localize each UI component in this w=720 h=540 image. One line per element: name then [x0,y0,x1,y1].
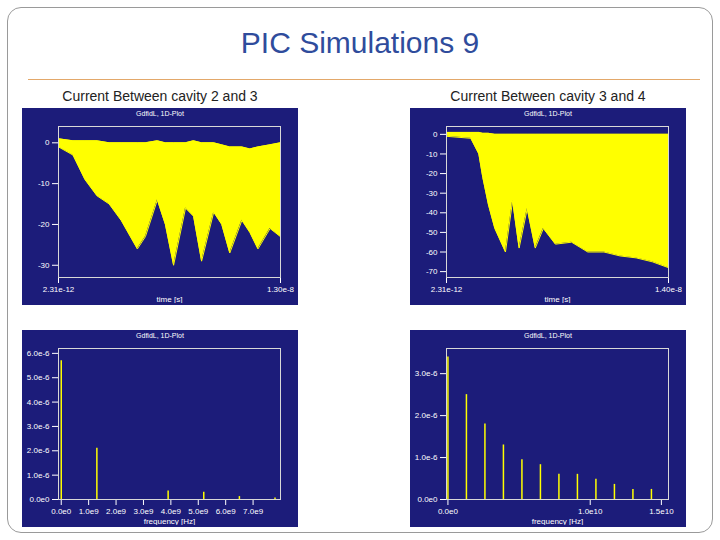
svg-text:1.0e-6: 1.0e-6 [415,453,438,462]
svg-text:0.0e0: 0.0e0 [51,507,72,516]
html-text:Current Between cavity 2 and 3: Current Between cavity 2 and 3 [62,88,258,104]
svg-text:-20: -20 [38,220,50,229]
svg-text:0.0e0: 0.0e0 [29,495,50,504]
svg-text:6.0e-6: 6.0e-6 [27,349,50,358]
svg-text:-20: -20 [426,169,438,178]
svg-text:4.0e-6: 4.0e-6 [27,398,50,407]
svg-text:2.0e-6: 2.0e-6 [27,446,50,455]
html-text:PIC Simulations 9: PIC Simulations 9 [240,26,480,59]
svg-text:5.0e-6: 5.0e-6 [27,373,50,382]
svg-text:-50: -50 [426,228,438,237]
html-text:GdfidL, 1D-Plot: GdfidL, 1D-Plot [524,332,572,339]
html-text:Current Between cavity 3 and 4: Current Between cavity 3 and 4 [450,88,646,104]
svg-text:time [s]: time [s] [545,295,571,304]
svg-text:1.0e9: 1.0e9 [79,507,100,516]
svg-text:-60: -60 [426,248,438,257]
html-text:GdfidL, 1D-Plot: GdfidL, 1D-Plot [524,110,572,117]
svg-text:2.31e-12: 2.31e-12 [43,285,75,294]
svg-text:-10: -10 [38,179,50,188]
svg-text:7.0e9: 7.0e9 [243,507,264,516]
svg-text:-40: -40 [426,208,438,217]
svg-text:1.0e-6: 1.0e-6 [27,471,50,480]
svg-text:-30: -30 [38,261,50,270]
svg-text:0.0e0: 0.0e0 [438,507,459,516]
svg-text:-70: -70 [426,267,438,276]
svg-text:0: 0 [433,130,438,139]
svg-text:3.0e9: 3.0e9 [133,507,154,516]
svg-text:5.0e9: 5.0e9 [188,507,209,516]
svg-text:0: 0 [45,138,50,147]
svg-text:3.0e-6: 3.0e-6 [27,422,50,431]
svg-text:0.0e0: 0.0e0 [417,495,438,504]
svg-text:-10: -10 [426,150,438,159]
svg-text:1.30e-8: 1.30e-8 [267,285,295,294]
svg-text:2.31e-12: 2.31e-12 [431,285,463,294]
svg-text:time [s]: time [s] [157,295,183,304]
svg-text:frequency [Hz]: frequency [Hz] [144,517,196,526]
html-text:GdfidL, 1D-Plot: GdfidL, 1D-Plot [136,110,184,117]
svg-text:-30: -30 [426,189,438,198]
svg-text:2.0e9: 2.0e9 [106,507,127,516]
html-text:GdfidL, 1D-Plot: GdfidL, 1D-Plot [136,332,184,339]
svg-text:1.0e10: 1.0e10 [578,507,603,516]
svg-text:1.40e-8: 1.40e-8 [655,285,683,294]
svg-text:2.0e-6: 2.0e-6 [415,411,438,420]
svg-text:frequency [Hz]: frequency [Hz] [532,517,584,526]
svg-text:6.0e9: 6.0e9 [216,507,237,516]
svg-text:3.0e-6: 3.0e-6 [415,369,438,378]
svg-text:4.0e9: 4.0e9 [161,507,182,516]
svg-text:1.5e10: 1.5e10 [649,507,674,516]
